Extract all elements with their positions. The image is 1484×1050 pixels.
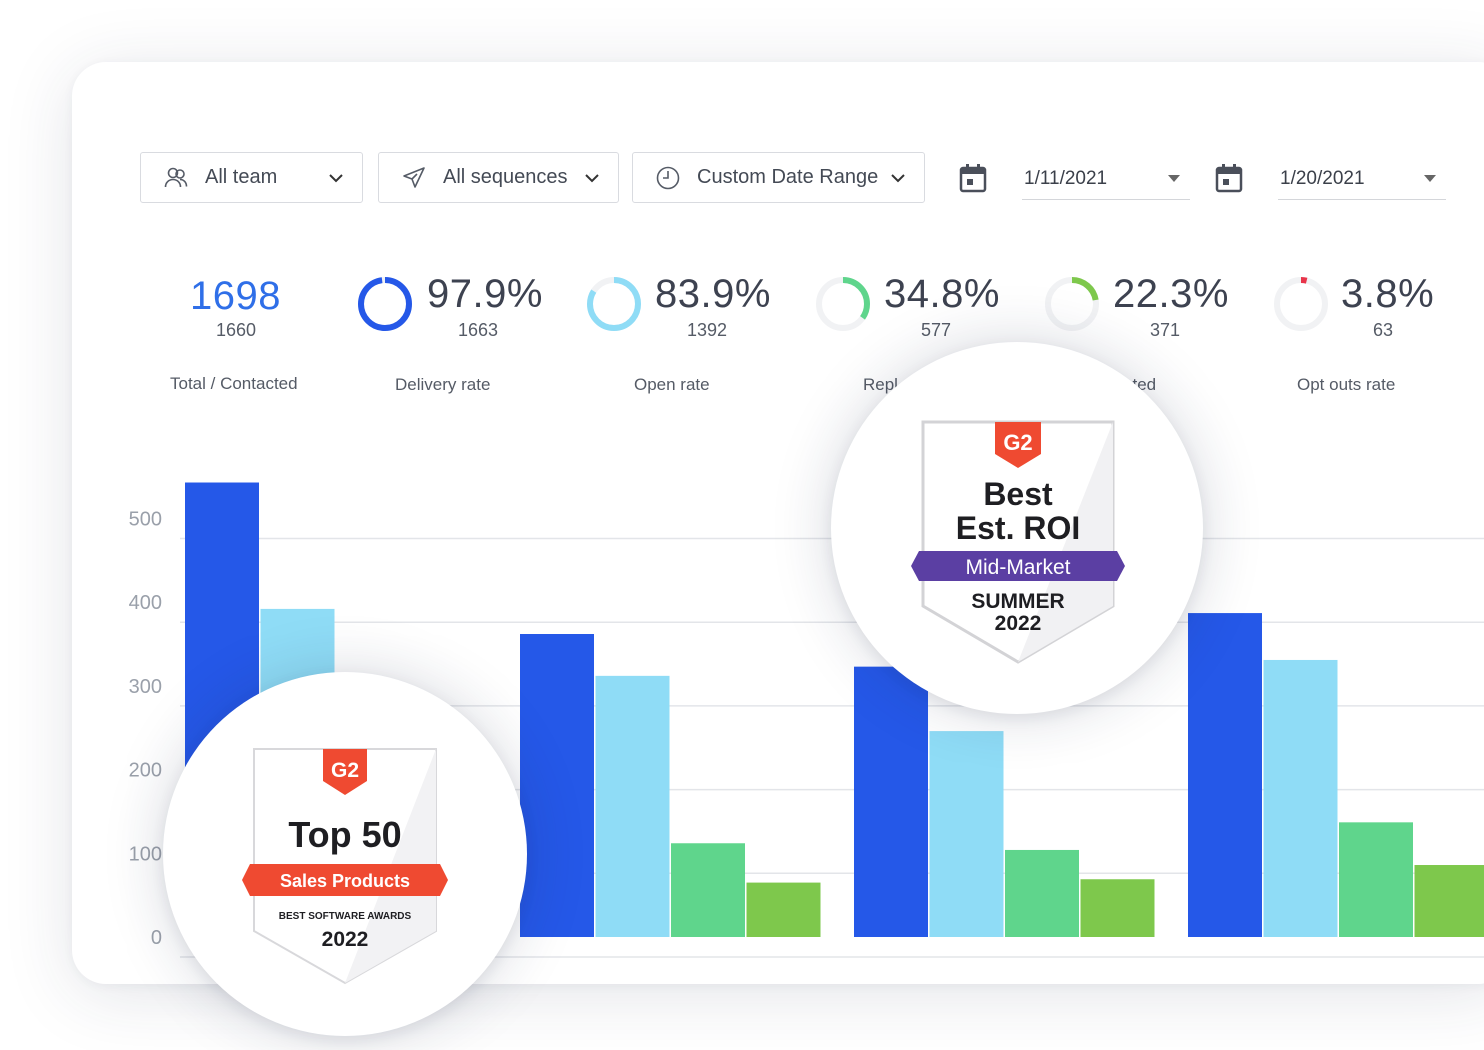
bar <box>595 675 670 937</box>
date-range-dropdown[interactable]: Custom Date Range <box>632 152 925 203</box>
date-range-dropdown-label: Custom Date Range <box>697 166 879 188</box>
g2-logo-icon <box>323 749 367 795</box>
badge-year: 2022 <box>322 928 369 951</box>
g2-brand: G2 <box>331 759 359 782</box>
y-tick-label: 500 <box>129 509 162 531</box>
interested-rate-value: 22.3% <box>1113 272 1229 316</box>
opened-count: 1392 <box>687 320 728 340</box>
open-rate-ring <box>587 277 641 331</box>
delivery-rate-label: Delivery rate <box>395 375 491 394</box>
ribbon <box>911 551 1125 581</box>
bar <box>1080 879 1155 937</box>
reply-rate-label: Repl <box>863 375 898 394</box>
y-tick-label: 0 <box>151 927 162 949</box>
ribbon <box>242 864 448 896</box>
opt-outs-rate-label: Opt outs rate <box>1297 375 1396 394</box>
sequences-dropdown-label: All sequences <box>443 166 568 188</box>
total-value: 1698 <box>190 274 281 318</box>
calendar-icon[interactable] <box>1215 163 1243 193</box>
y-tick-label: 300 <box>129 676 162 698</box>
dropdown-arrow-icon <box>1168 175 1180 182</box>
interested-rate-ring <box>1045 277 1099 331</box>
team-dropdown[interactable]: All team <box>140 152 363 203</box>
end-date-value: 1/20/2021 <box>1280 167 1365 189</box>
opt-outs-ring <box>1274 277 1328 331</box>
ribbon-label: Sales Products <box>280 871 410 891</box>
badge-subtitle: BEST SOFTWARE AWARDS <box>279 911 412 922</box>
delivery-rate-ring <box>358 277 412 331</box>
delivered-count: 1663 <box>458 320 499 340</box>
badge-line1: Best <box>983 476 1053 512</box>
delivery-rate-value: 97.9% <box>427 272 543 316</box>
bar <box>746 882 821 937</box>
dropdown-arrow-icon <box>1424 175 1436 182</box>
y-tick-label: 200 <box>129 760 162 782</box>
chevron-down-icon <box>585 173 599 182</box>
bar <box>854 666 928 937</box>
clock-icon <box>655 165 681 191</box>
open-rate-value: 83.9% <box>655 272 771 316</box>
bar <box>1414 865 1484 937</box>
team-icon <box>163 165 189 191</box>
bar <box>1005 849 1079 937</box>
ring-progress <box>816 277 870 331</box>
best-roi-badge: G2 Best Est. ROI Mid-Market SUMMER 2022 <box>911 420 1125 664</box>
end-date-field[interactable]: 1/20/2021 <box>1278 158 1446 200</box>
ring-progress <box>587 277 641 331</box>
opt-outs-rate-value: 3.8% <box>1341 272 1435 316</box>
contacted-value: 1660 <box>216 320 257 340</box>
start-date-value: 1/11/2021 <box>1024 167 1108 189</box>
y-tick-label: 100 <box>129 843 162 865</box>
bar <box>1188 613 1262 937</box>
badge-title: Top 50 <box>288 814 401 855</box>
bar <box>520 634 594 937</box>
y-tick-label: 400 <box>129 592 162 614</box>
ring-progress <box>1274 277 1328 331</box>
chevron-down-icon <box>891 173 905 182</box>
chevron-down-icon <box>329 173 343 182</box>
interested-count: 371 <box>1150 320 1181 340</box>
replied-count: 577 <box>921 320 952 340</box>
bar <box>1263 659 1338 937</box>
sequences-dropdown[interactable]: All sequences <box>378 152 619 203</box>
start-date-field[interactable]: 1/11/2021 <box>1022 158 1190 200</box>
bar <box>671 843 745 937</box>
total-contacted-label: Total / Contacted <box>170 374 298 393</box>
ribbon-label: Mid-Market <box>965 556 1070 579</box>
badge-line2: Est. ROI <box>956 510 1080 546</box>
reply-rate-value: 34.8% <box>884 272 1000 316</box>
opt-outs-count: 63 <box>1373 320 1394 340</box>
reply-rate-ring <box>816 277 870 331</box>
bar <box>1339 822 1413 937</box>
badge-season: SUMMER <box>971 590 1064 613</box>
ring-progress <box>1045 277 1099 331</box>
send-icon <box>401 165 427 191</box>
g2-brand: G2 <box>1003 430 1032 455</box>
ring-progress <box>358 277 412 331</box>
open-rate-label: Open rate <box>634 375 710 394</box>
g2-logo-icon <box>995 422 1041 468</box>
bar <box>929 731 1004 937</box>
top50-badge: G2 Top 50 Sales Products BEST SOFTWARE A… <box>242 748 448 985</box>
calendar-icon[interactable] <box>959 163 987 193</box>
team-dropdown-label: All team <box>205 166 278 188</box>
badge-year: 2022 <box>995 612 1042 635</box>
